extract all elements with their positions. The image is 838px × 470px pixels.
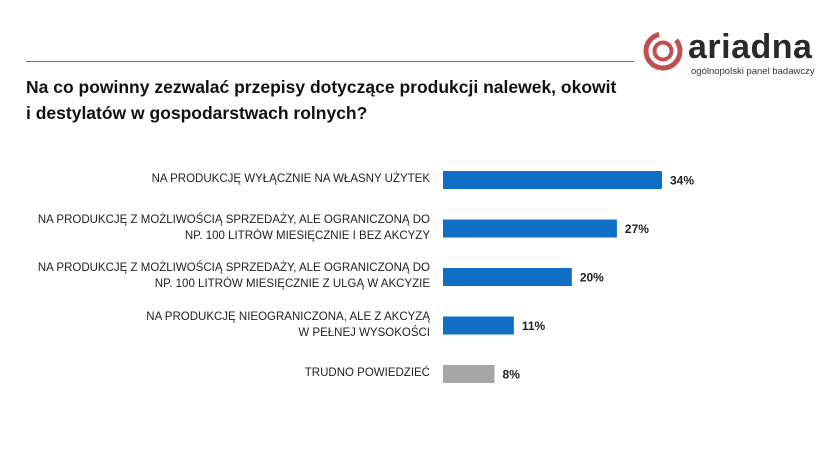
value-label-4: 8% — [503, 368, 521, 382]
category-label-0: NA PRODUKCJĘ WYŁĄCZNIE NA WŁASNY UŻYTEK — [10, 171, 430, 187]
value-label-2: 20% — [580, 271, 604, 285]
category-label-2-line-1: NP. 100 LITRÓW MIESIĘCZNIE Z ULGĄ W AKCY… — [154, 278, 430, 290]
category-label-1: NA PRODUKCJĘ Z MOŻLIWOŚCIĄ SPRZEDAŻY, AL… — [10, 212, 430, 244]
value-label-3: 11% — [522, 319, 546, 333]
bar-2 — [443, 268, 572, 286]
category-label-0-line-0: NA PRODUKCJĘ WYŁĄCZNIE NA WŁASNY UŻYTEK — [151, 173, 430, 185]
brand-wordmark: ariadna — [688, 28, 813, 66]
bar-4 — [443, 365, 495, 383]
title-line-2: i destylatów w gospodarstwach rolnych? — [26, 103, 368, 123]
category-label-3: NA PRODUKCJĘ NIEOGRANICZONA, ALE Z AKCYZ… — [10, 309, 430, 341]
category-label-1-line-1: NP. 100 LITRÓW MIESIĘCZNIE I BEZ AKCYZY — [184, 229, 430, 242]
category-label-4-line-0: TRUDNO POWIEDZIEĆ — [304, 367, 430, 379]
value-label-1: 27% — [625, 222, 649, 236]
category-label-2: NA PRODUKCJĘ Z MOŻLIWOŚCIĄ SPRZEDAŻY, AL… — [10, 260, 430, 292]
ariadna-logo-icon — [643, 31, 683, 71]
category-label-3-line-0: NA PRODUKCJĘ NIEOGRANICZONA, ALE Z AKCYZ… — [146, 310, 430, 323]
category-label-4: TRUDNO POWIEDZIEĆ — [10, 365, 430, 381]
bar-0 — [443, 171, 662, 189]
bar-3 — [443, 316, 514, 335]
header-divider — [26, 61, 634, 62]
bar-1 — [443, 219, 617, 238]
category-label-3-line-1: W PEŁNEJ WYSOKOŚCI — [298, 326, 430, 339]
brand-tagline: ogólnopolski panel badawczy — [691, 66, 815, 77]
value-label-0: 34% — [670, 174, 694, 188]
title-line-1: Na co powinny zezwalać przepisy dotycząc… — [26, 77, 617, 97]
category-label-1-line-0: NA PRODUKCJĘ Z MOŻLIWOŚCIĄ SPRZEDAŻY, AL… — [37, 213, 430, 226]
category-label-2-line-0: NA PRODUKCJĘ Z MOŻLIWOŚCIĄ SPRZEDAŻY, AL… — [37, 262, 430, 274]
page-title: Na co powinny zezwalać przepisy dotycząc… — [26, 74, 646, 126]
brand-logo: ariadna ogólnopolski panel badawczy — [640, 28, 830, 78]
